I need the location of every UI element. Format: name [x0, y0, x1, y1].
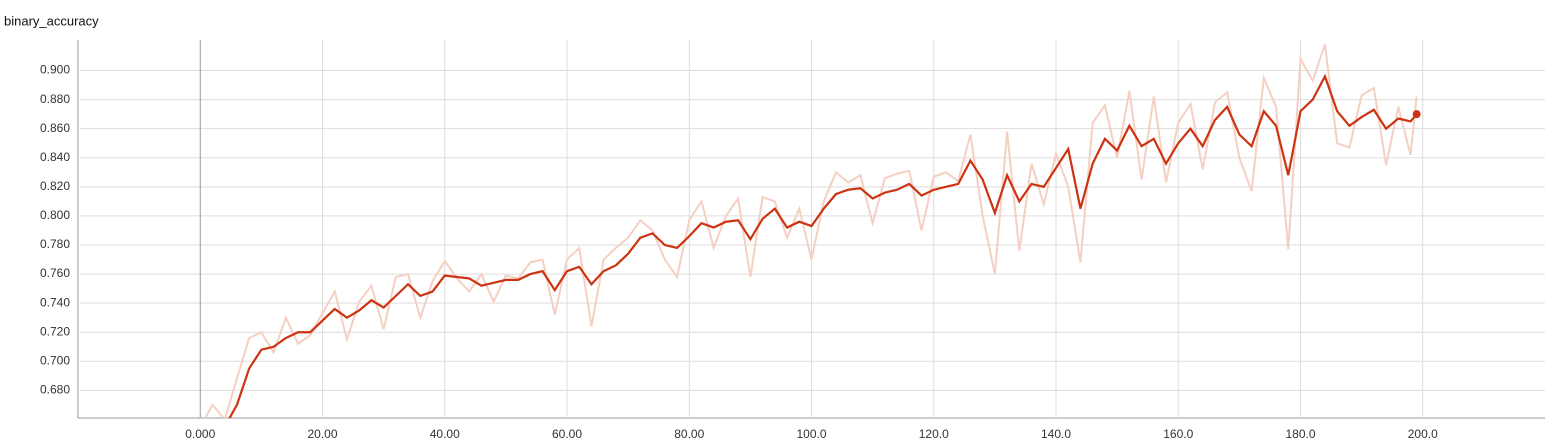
- y-tick-label: 0.840: [40, 150, 70, 164]
- x-tick-label: 80.00: [674, 427, 704, 441]
- x-tick-label: 20.00: [307, 427, 337, 441]
- series-line: [228, 73, 1418, 418]
- y-tick-label: 0.680: [40, 383, 70, 397]
- end-marker: [1412, 110, 1421, 119]
- x-tick-label: 200.0: [1408, 427, 1438, 441]
- x-tick-label: 40.00: [430, 427, 460, 441]
- series-line: [203, 44, 1418, 418]
- y-tick-label: 0.700: [40, 353, 70, 367]
- x-tick-label: 160.0: [1163, 427, 1193, 441]
- x-tick-label: 180.0: [1285, 427, 1315, 441]
- y-tick-label: 0.740: [40, 295, 70, 309]
- y-tick-label: 0.760: [40, 266, 70, 280]
- y-tick-label: 0.820: [40, 179, 70, 193]
- chart-title: binary_accuracy: [4, 13, 99, 28]
- y-tick-label: 0.900: [40, 63, 70, 77]
- x-tick-label: 120.0: [919, 427, 949, 441]
- x-tick-label: 60.00: [552, 427, 582, 441]
- x-tick-label: 140.0: [1041, 427, 1071, 441]
- x-tick-label: 100.0: [796, 427, 826, 441]
- y-tick-label: 0.860: [40, 121, 70, 135]
- y-tick-label: 0.800: [40, 208, 70, 222]
- y-tick-label: 0.720: [40, 324, 70, 338]
- y-tick-label: 0.780: [40, 237, 70, 251]
- x-tick-label: 0.000: [185, 427, 215, 441]
- y-tick-label: 0.880: [40, 92, 70, 106]
